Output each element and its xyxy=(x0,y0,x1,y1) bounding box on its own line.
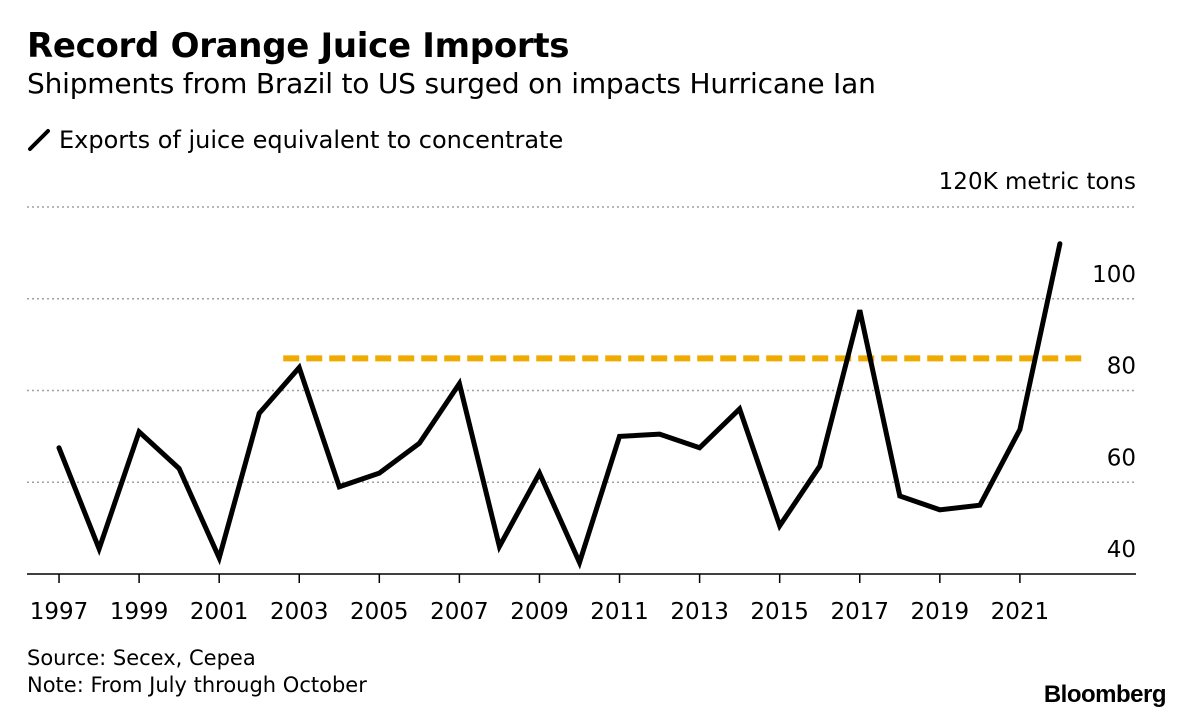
chart-title: Record Orange Juice Imports xyxy=(27,26,570,66)
x-tick-label: 2021 xyxy=(991,599,1050,625)
x-tick-label: 1997 xyxy=(30,599,89,625)
legend: Exports of juice equivalent to concentra… xyxy=(27,126,563,154)
x-axis-labels: 1997 1999 2001 2003 2005 2007 2009 2011 2013 2015… xyxy=(30,599,1049,625)
y-tick-label: 80 xyxy=(1107,354,1136,380)
source-text: Source: Secex, Cepea xyxy=(27,646,256,670)
x-tick-label: 2005 xyxy=(350,599,409,625)
y-tick-label: 60 xyxy=(1107,445,1136,471)
x-tick-label: 2011 xyxy=(590,599,649,625)
x-tick-label: 2013 xyxy=(670,599,729,625)
x-tick-label: 2009 xyxy=(510,599,569,625)
footnotes: Source: Secex, Cepea Note: From July thr… xyxy=(27,645,367,699)
x-tick-label: 2001 xyxy=(190,599,249,625)
x-tick-label: 2007 xyxy=(430,599,489,625)
x-tick-label: 1999 xyxy=(110,599,169,625)
legend-line-icon xyxy=(28,129,50,151)
x-tick-label: 2015 xyxy=(750,599,809,625)
bloomberg-logo: Bloomberg xyxy=(1043,681,1167,708)
y-axis-labels: 120K metric tons 40 60 80 100 xyxy=(939,169,1136,563)
y-tick-label: 40 xyxy=(1107,537,1136,563)
legend-label: Exports of juice equivalent to concentra… xyxy=(59,126,564,154)
x-tick-label: 2003 xyxy=(270,599,329,625)
series-layer xyxy=(56,241,1063,570)
gridlines xyxy=(27,206,1136,483)
chart-subtitle: Shipments from Brazil to US surged on im… xyxy=(27,67,876,100)
x-tick-label: 2019 xyxy=(911,599,970,625)
x-axis xyxy=(27,573,1136,583)
note-text: Note: From July through October xyxy=(27,673,367,697)
x-tick-label: 2017 xyxy=(830,599,889,625)
y-tick-label: 100 xyxy=(1092,262,1136,288)
series-line xyxy=(56,241,1063,570)
y-unit-label: 120K metric tons xyxy=(939,169,1136,195)
